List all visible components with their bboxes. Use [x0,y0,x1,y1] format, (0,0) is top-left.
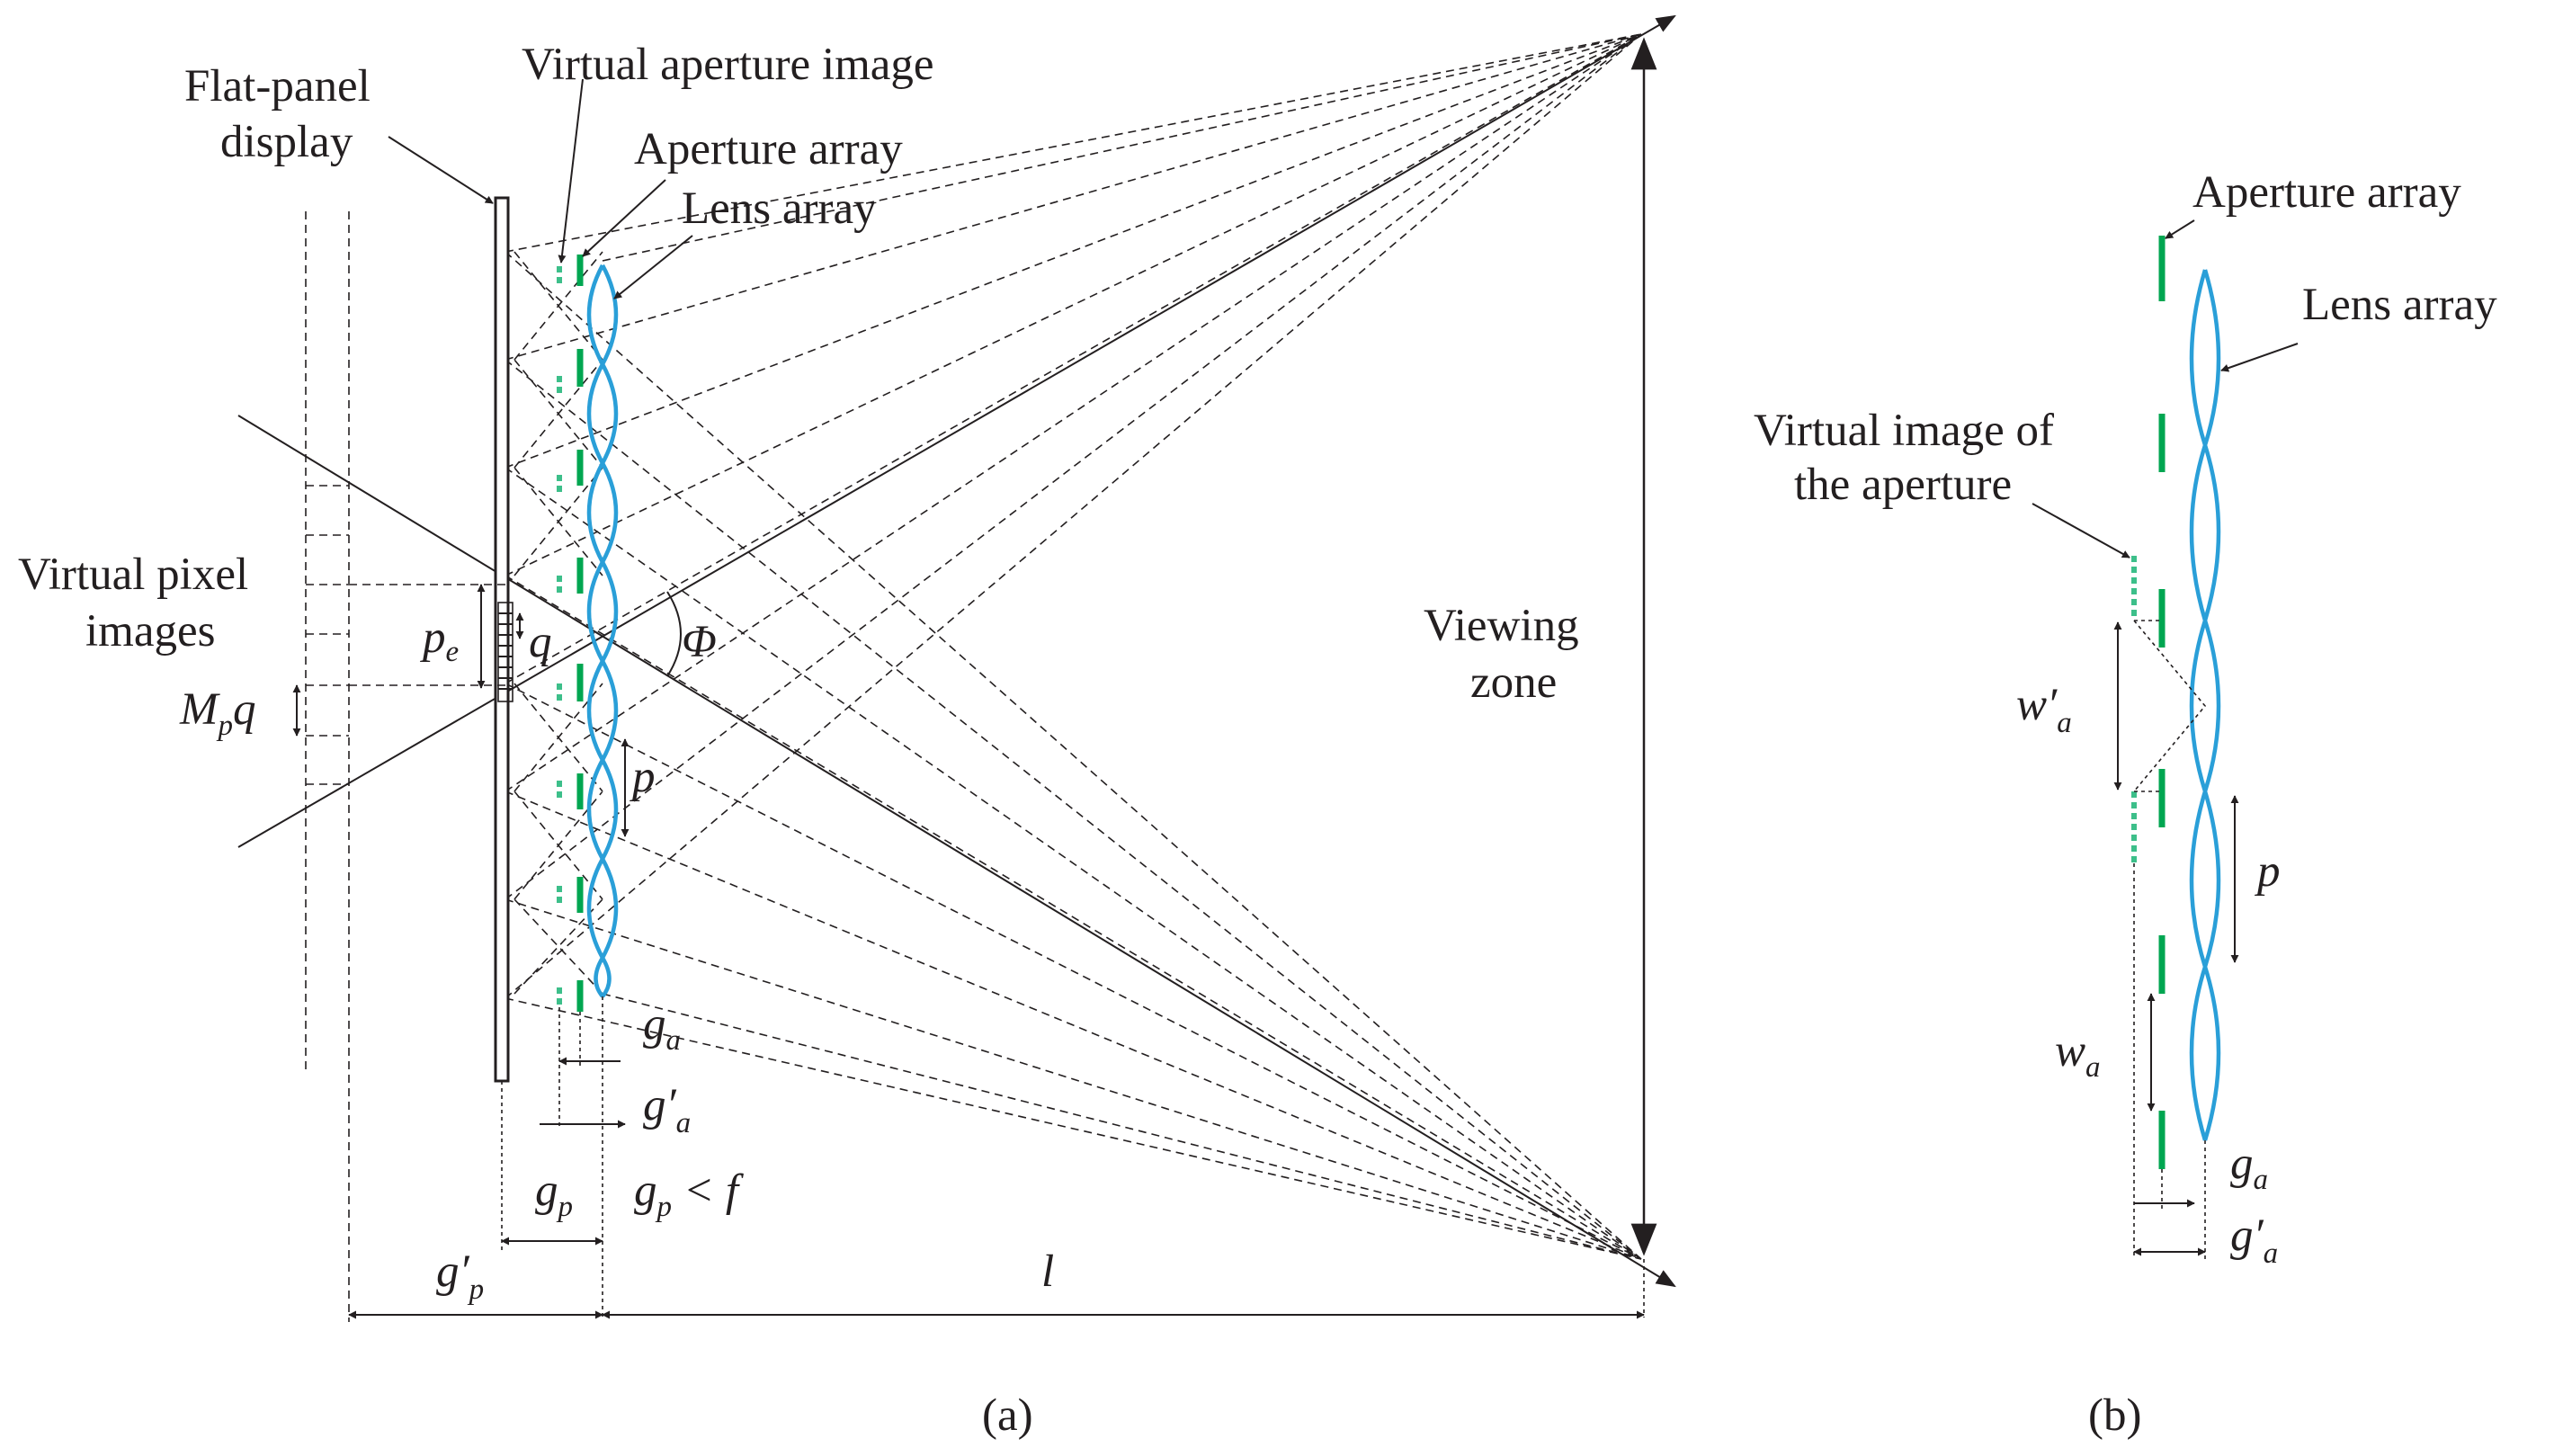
panel-b: Aperture array Lens array Virtual image … [1754,167,2497,1441]
symbol-phi: Φ [682,617,717,667]
symbol-gp: gp [535,1166,573,1223]
label-aperture-array: Aperture array [634,124,903,174]
symbol-ga-prime: g′a [643,1080,691,1139]
label-viewing-zone-line2: zone [1470,657,1557,708]
dimension-references [501,996,1645,1318]
flat-panel-display [494,196,510,1083]
label-virtual-aperture-image: Virtual aperture image [522,40,934,90]
label-viewing-zone-line1: Viewing [1424,601,1579,651]
symbol-q: q [529,617,552,667]
caption-b: (b) [2088,1390,2141,1441]
label-virtual-pixel-line1: Virtual pixel [18,549,248,600]
symbol-ga-prime-b: g′a [2230,1210,2278,1270]
symbol-gp-lt-f: gp < f [634,1166,745,1223]
label-virtual-pixel-line2: images [85,606,215,657]
label-aperture-array-b: Aperture array [2192,167,2461,218]
pixel-ticks [497,602,513,702]
label-flat-panel-line2: display [220,117,353,167]
lens-guides [513,251,603,995]
label-virtual-image-line2: the aperture [1794,460,2012,510]
label-virtual-image-line1: Virtual image of [1754,406,2054,456]
label-lens-array-b: Lens array [2302,280,2497,330]
label-leaders-b [2032,219,2299,558]
label-flat-panel-line1: Flat-panel [184,61,371,112]
symbol-mpq: Mpq [179,684,255,742]
caption-a: (a) [982,1390,1033,1441]
panel-a: Flat-panel display Virtual aperture imag… [18,14,1676,1441]
label-leaders [388,78,693,299]
chief-rays [237,14,1676,1288]
symbol-p: p [630,752,656,802]
symbol-pe: pe [420,612,459,668]
ray-fan [505,33,1642,1260]
guides-b [2133,620,2207,1259]
symbol-l: l [1041,1246,1054,1297]
virtual-pixel-planes [305,211,505,1322]
symbol-ga: ga [643,999,681,1057]
lens-array-b [2189,269,2221,1141]
symbol-ga-b: ga [2230,1139,2268,1196]
label-lens-array: Lens array [682,183,877,234]
symbol-p-b: p [2255,846,2281,897]
phi-angle-arc [666,591,682,677]
symbol-wa-prime-b: w′a [2016,680,2072,739]
symbol-wa-b: wa [2055,1026,2101,1084]
symbol-gp-prime: g′p [436,1246,484,1306]
lens-array [586,264,619,998]
